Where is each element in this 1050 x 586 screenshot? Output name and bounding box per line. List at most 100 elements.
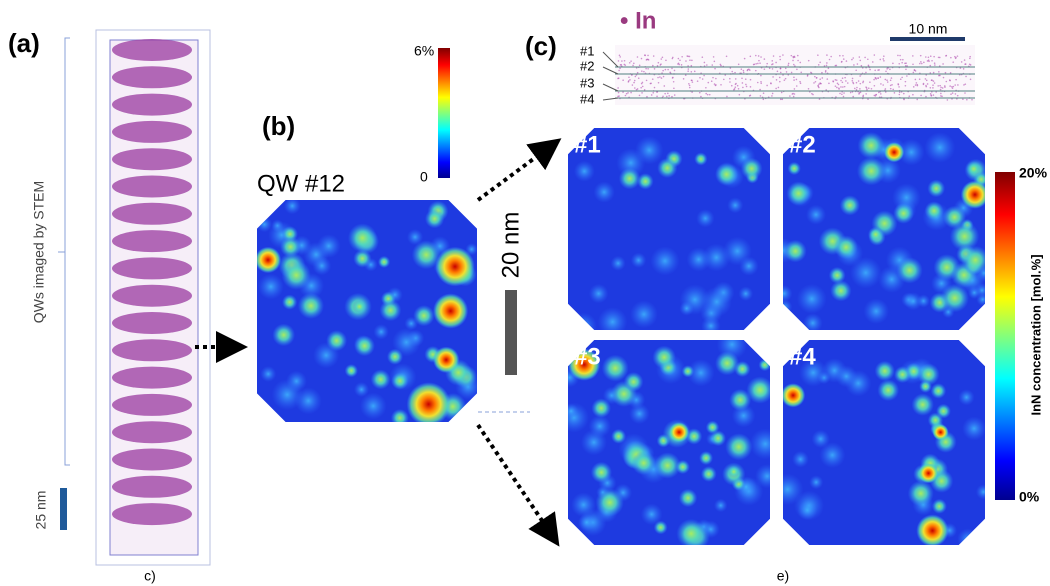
atom	[930, 55, 932, 57]
atom	[950, 57, 952, 59]
layer-label: #2	[580, 58, 594, 73]
heatmap	[771, 128, 993, 333]
atom	[930, 72, 932, 74]
atom	[897, 55, 899, 57]
atom	[828, 67, 830, 69]
atom	[903, 99, 905, 101]
warm-blob	[596, 488, 624, 516]
atom	[757, 63, 759, 65]
atom	[771, 64, 773, 66]
atom	[899, 55, 901, 57]
atom	[750, 86, 752, 88]
cool-blob	[272, 379, 303, 410]
atom	[654, 87, 656, 89]
atom	[883, 55, 885, 57]
atom	[903, 93, 905, 95]
atom	[826, 54, 828, 56]
atom	[858, 93, 860, 95]
atom	[872, 61, 874, 63]
atom	[704, 62, 706, 64]
cool-blob	[611, 256, 626, 271]
atom	[705, 93, 707, 95]
atom	[969, 58, 971, 60]
atom	[841, 61, 843, 63]
cool-blob	[957, 528, 978, 549]
hot-blob	[961, 181, 989, 209]
atom	[808, 88, 810, 90]
atom	[659, 76, 661, 78]
atom	[931, 95, 933, 97]
atom	[960, 67, 962, 69]
atom	[785, 78, 787, 80]
warm-blob	[611, 429, 626, 444]
atom	[829, 59, 831, 61]
atom	[707, 82, 709, 84]
atom	[852, 96, 854, 98]
atom	[697, 80, 699, 82]
cool-blob	[739, 256, 758, 275]
atom	[949, 80, 951, 82]
atom	[739, 94, 741, 96]
atom	[957, 55, 959, 57]
atom	[667, 93, 669, 95]
scale-label: 25 nm	[33, 491, 49, 530]
atom	[634, 87, 636, 89]
atom	[927, 60, 929, 62]
warm-blob	[912, 393, 934, 415]
atom	[894, 92, 896, 94]
cool-blob	[257, 217, 273, 233]
atom	[863, 81, 865, 83]
atom	[913, 72, 915, 74]
atom	[901, 62, 903, 64]
atom	[842, 86, 844, 88]
atom	[970, 79, 972, 81]
atom	[879, 59, 881, 61]
warm-blob	[425, 209, 444, 228]
atom	[819, 78, 821, 80]
atom	[818, 83, 820, 85]
atom	[860, 83, 862, 85]
atom	[899, 94, 901, 96]
atom	[963, 84, 965, 86]
atom	[928, 61, 930, 63]
warm-blob	[657, 158, 677, 178]
atom	[618, 95, 620, 97]
atom	[764, 58, 766, 60]
atom	[760, 95, 762, 97]
atom	[764, 68, 766, 70]
atom	[734, 72, 736, 74]
atom	[632, 65, 634, 67]
atom	[938, 57, 940, 59]
atom	[645, 68, 647, 70]
atom	[750, 79, 752, 81]
atom	[886, 68, 888, 70]
atom	[689, 59, 691, 61]
atom	[702, 56, 704, 58]
warm-blob	[348, 223, 377, 252]
atom	[687, 65, 689, 67]
arrow	[478, 143, 555, 200]
atom	[703, 75, 705, 77]
atom	[797, 55, 799, 57]
atom	[852, 57, 854, 59]
warm-blob	[676, 460, 690, 474]
atom	[673, 87, 675, 89]
atom	[904, 63, 906, 65]
quantum-well	[112, 66, 192, 88]
warm-blob	[725, 433, 752, 460]
warm-blob	[654, 521, 668, 535]
atom	[800, 83, 802, 85]
quantum-well	[112, 285, 192, 307]
map-label: #2	[789, 131, 816, 158]
atom	[780, 68, 782, 70]
atom	[786, 71, 788, 73]
atom	[779, 81, 781, 83]
atom	[662, 70, 664, 72]
map-title: QW #12	[257, 170, 345, 197]
atom	[852, 78, 854, 80]
atom	[866, 87, 868, 89]
atom	[897, 83, 899, 85]
atom	[713, 56, 715, 58]
warm-blob	[282, 295, 297, 310]
atom	[685, 60, 687, 62]
